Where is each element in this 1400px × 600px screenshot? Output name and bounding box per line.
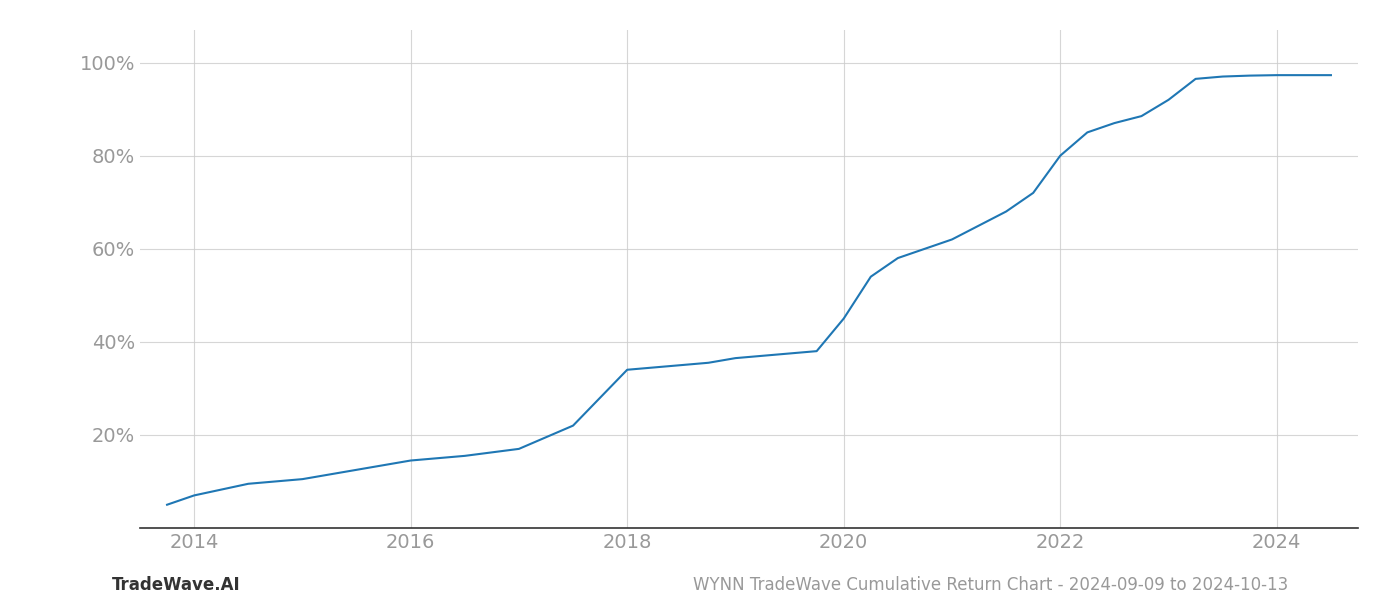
- Text: WYNN TradeWave Cumulative Return Chart - 2024-09-09 to 2024-10-13: WYNN TradeWave Cumulative Return Chart -…: [693, 576, 1288, 594]
- Text: TradeWave.AI: TradeWave.AI: [112, 576, 241, 594]
